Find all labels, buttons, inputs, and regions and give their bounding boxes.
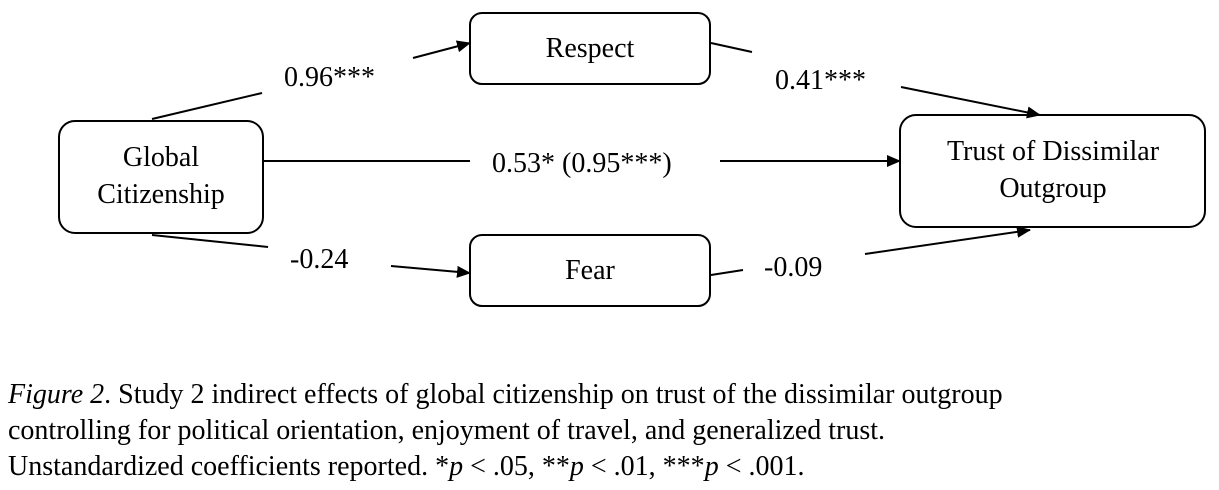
edge-label-fear-trust: -0.09 [764,252,822,283]
path-diagram: Global Citizenship Respect Fear Trust of… [58,12,1206,307]
sig-threshold-3: < .001. [718,451,805,482]
caption-line-1: Figure 2. Study 2 indirect effects of gl… [8,377,1213,413]
edge-fear-to-trust: -0.09 [710,225,1031,283]
caption-line-1-text: . Study 2 indirect effects of global cit… [104,379,1003,410]
sig-threshold-1: < .05, ** [463,451,570,482]
node-respect-label: Respect [546,33,635,64]
caption-significance-prefix: Unstandardized coefficients reported. * [8,451,450,482]
p-symbol: p [704,451,719,482]
node-global-citizenship-line2: Citizenship [97,179,225,210]
edge-respect-to-trust: 0.41*** [710,42,1041,119]
edge-label-global-fear: -0.24 [290,244,348,275]
node-global-citizenship: Global Citizenship [58,120,264,234]
node-fear-label: Fear [565,255,615,286]
node-trust-dissimilar-outgroup: Trust of Dissimilar Outgroup [899,114,1206,228]
node-trust-line2: Outgroup [999,173,1106,204]
edge-global-to-respect: 0.96*** [151,40,471,120]
sig-threshold-2: < .01, *** [583,451,705,482]
caption-line-3: Unstandardized coefficients reported. *p… [8,449,1213,485]
node-trust-line1: Trust of Dissimilar [947,136,1160,167]
caption-line-2: controlling for political orientation, e… [8,415,886,446]
p-symbol: p [449,451,464,482]
node-global-citizenship-line1: Global [123,142,199,173]
edge-global-to-fear: -0.24 [151,234,471,278]
node-respect: Respect [469,12,711,85]
node-fear: Fear [469,234,711,307]
edge-label-global-respect: 0.96*** [284,62,375,93]
edge-label-global-trust: 0.53* (0.95***) [492,148,672,179]
edge-label-respect-trust: 0.41*** [775,65,866,96]
figure-caption: Figure 2. Study 2 indirect effects of gl… [8,377,1213,485]
p-symbol: p [569,451,584,482]
figure-label: Figure 2 [8,379,105,410]
edge-global-to-trust: 0.53* (0.95***) [264,148,901,179]
